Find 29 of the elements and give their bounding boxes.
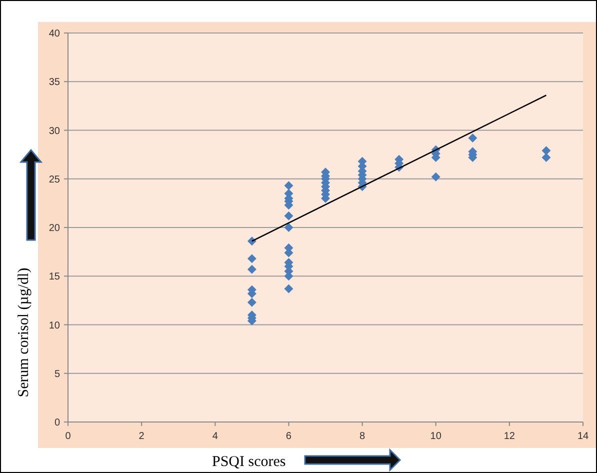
point — [284, 284, 294, 294]
point — [542, 146, 551, 156]
point — [284, 223, 294, 232]
y-tick-label: 30 — [48, 126, 60, 137]
point — [247, 298, 256, 307]
point — [284, 181, 294, 190]
x-tick-label: 6 — [286, 431, 292, 442]
x-tick-label: 2 — [138, 431, 145, 442]
point — [431, 172, 440, 182]
x-tick-label: 8 — [360, 431, 366, 442]
point — [468, 134, 478, 143]
y-tick-label: 15 — [48, 272, 60, 283]
x-axis-title: PSQI scores — [212, 454, 286, 470]
x-tick-label: 10 — [430, 431, 442, 442]
y-tick-label: 10 — [48, 320, 60, 332]
y-tick-label: 35 — [48, 77, 60, 88]
x-tick-label: 14 — [577, 431, 589, 442]
y-tick-label: 5 — [54, 368, 60, 380]
y-tick-label: 40 — [48, 28, 60, 40]
point — [247, 264, 256, 274]
y-axis-title: Serum corisol (µg/dl) — [16, 268, 32, 398]
x-tick-label: 4 — [212, 431, 218, 442]
y-tick-label: 0 — [54, 418, 60, 428]
y-tick-label: 20 — [48, 223, 60, 234]
x-tick-label: 0 — [65, 431, 72, 442]
point — [284, 211, 294, 220]
point — [247, 254, 256, 264]
x-tick-label: 12 — [504, 431, 516, 442]
y-tick-label: 25 — [48, 174, 60, 186]
